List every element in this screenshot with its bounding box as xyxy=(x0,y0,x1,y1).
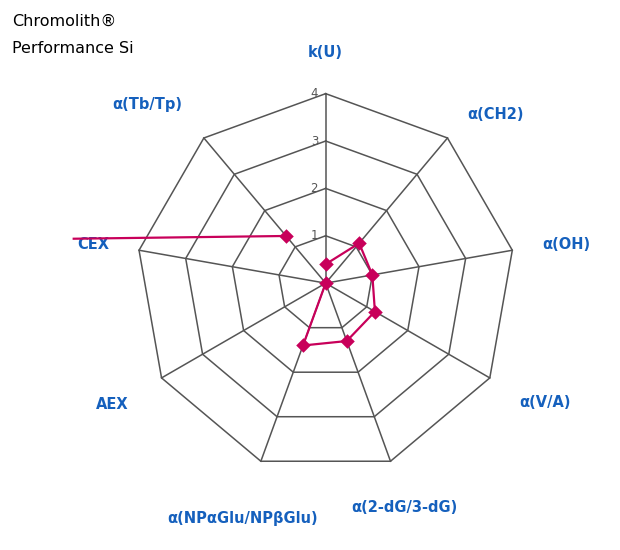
Text: α(NPαGlu/NPβGlu): α(NPαGlu/NPβGlu) xyxy=(167,511,318,526)
Text: 1: 1 xyxy=(311,229,318,243)
Text: α(CH2): α(CH2) xyxy=(467,107,523,122)
Text: k(U): k(U) xyxy=(308,45,343,59)
Point xyxy=(281,232,291,240)
Text: 4: 4 xyxy=(311,87,318,100)
Text: 2: 2 xyxy=(311,182,318,195)
Text: AEX: AEX xyxy=(96,397,129,412)
Text: α(2-dG/3-dG): α(2-dG/3-dG) xyxy=(352,500,458,515)
Text: α(Tb/Tp): α(Tb/Tp) xyxy=(112,97,182,112)
Point xyxy=(354,239,364,248)
Point xyxy=(298,341,308,350)
Point xyxy=(321,260,330,268)
Text: 3: 3 xyxy=(311,135,318,147)
Text: α(OH): α(OH) xyxy=(542,238,590,252)
Point xyxy=(342,337,352,345)
Point xyxy=(370,307,380,316)
Text: Chromolith®: Chromolith® xyxy=(12,14,117,29)
Point xyxy=(321,279,330,288)
Text: Performance Si: Performance Si xyxy=(12,41,134,56)
Text: α(V/A): α(V/A) xyxy=(520,395,571,410)
Point xyxy=(368,271,378,279)
Text: CEX: CEX xyxy=(77,238,109,252)
